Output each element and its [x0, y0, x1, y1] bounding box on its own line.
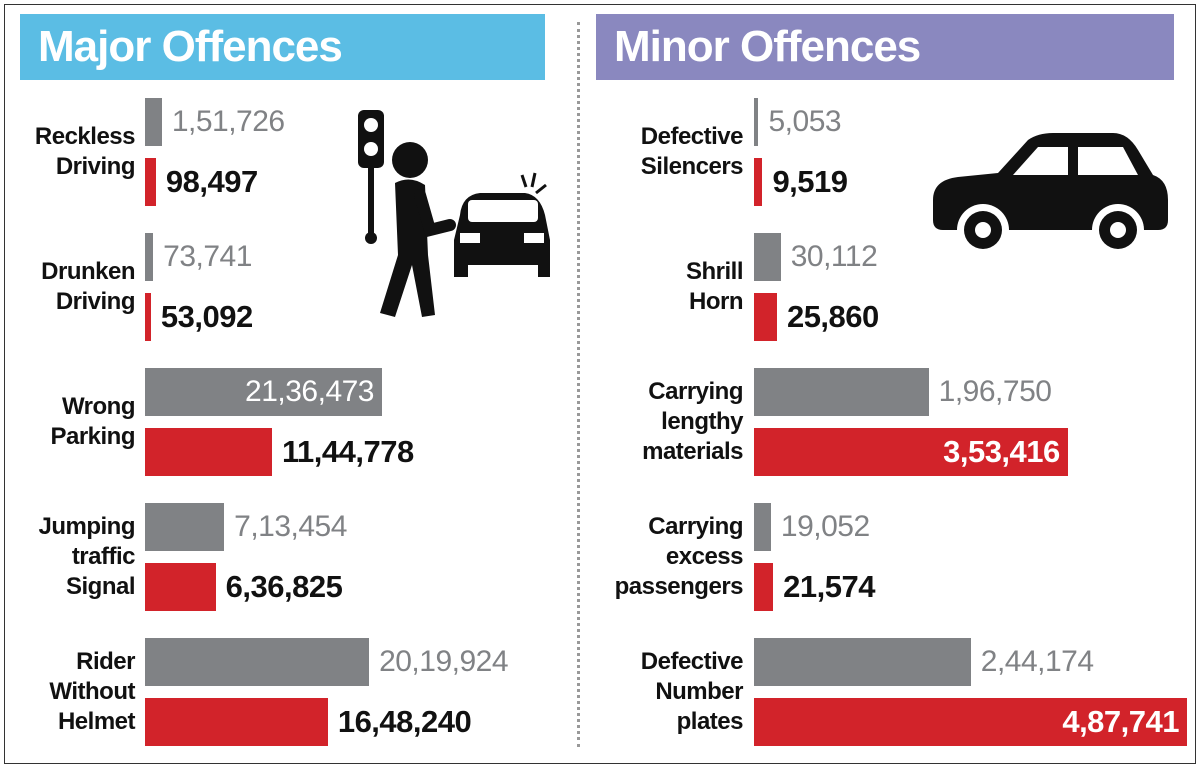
value-label: 20,19,924: [379, 645, 509, 678]
bar: [145, 563, 216, 611]
value-label: 98,497: [165, 164, 258, 199]
bar: [145, 158, 156, 206]
bar: [754, 428, 1068, 476]
bar: [754, 503, 771, 551]
category-label: Defective Number plates: [640, 648, 744, 735]
bar: [754, 638, 971, 686]
value-label: 30,112: [790, 240, 878, 273]
bar: [754, 293, 777, 341]
category-label: Carrying lengthy materials: [642, 378, 744, 465]
value-label: 1,96,750: [938, 375, 1052, 408]
bar: [754, 233, 781, 281]
value-label: 9,519: [772, 164, 848, 199]
bar: [754, 158, 763, 206]
pedestrian-icon: [358, 110, 550, 317]
value-label: 73,741: [163, 240, 252, 273]
bar: [145, 638, 370, 686]
category-label: Carrying excess passengers: [614, 513, 744, 600]
value-label: 4,87,741: [1062, 704, 1179, 739]
value-label: 1,51,726: [171, 105, 285, 138]
value-label: 11,44,778: [281, 434, 414, 469]
bar: [145, 98, 162, 146]
panel-title: Minor Offences: [596, 14, 1174, 80]
category-label: Defective Silencers: [640, 123, 744, 180]
bar: [754, 563, 774, 611]
value-label: 21,36,473: [245, 375, 374, 408]
value-label: 3,53,416: [943, 434, 1060, 469]
bar: [145, 368, 382, 416]
category-label: Jumping traffic Signal: [38, 513, 136, 600]
bar: [145, 428, 272, 476]
value-label: 25,860: [786, 299, 879, 334]
value-label: 7,13,454: [234, 510, 347, 543]
value-label: 6,36,825: [225, 569, 343, 604]
value-label: 21,574: [783, 569, 875, 604]
bar: [754, 98, 759, 146]
divider: [577, 22, 580, 747]
car-icon: [933, 133, 1168, 256]
value-label: 19,052: [780, 510, 870, 543]
value-label: 53,092: [160, 299, 253, 334]
bar: [145, 503, 225, 551]
category-label: Rider Without Helmet: [49, 648, 135, 735]
category-label: Wrong Parking: [50, 393, 135, 450]
bar: [145, 233, 154, 281]
value-label: 5,053: [768, 105, 842, 138]
panel-title: Major Offences: [20, 14, 545, 80]
category-label: Shrill Horn: [685, 258, 744, 315]
bar: [754, 368, 929, 416]
value-label: 16,48,240: [337, 704, 472, 739]
bar: [754, 698, 1187, 746]
frame: [4, 4, 1196, 764]
value-label: 2,44,174: [980, 645, 1094, 678]
category-label: Reckless Driving: [34, 123, 136, 180]
bar: [145, 698, 328, 746]
bar: [145, 293, 151, 341]
category-label: Drunken Driving: [41, 258, 135, 315]
